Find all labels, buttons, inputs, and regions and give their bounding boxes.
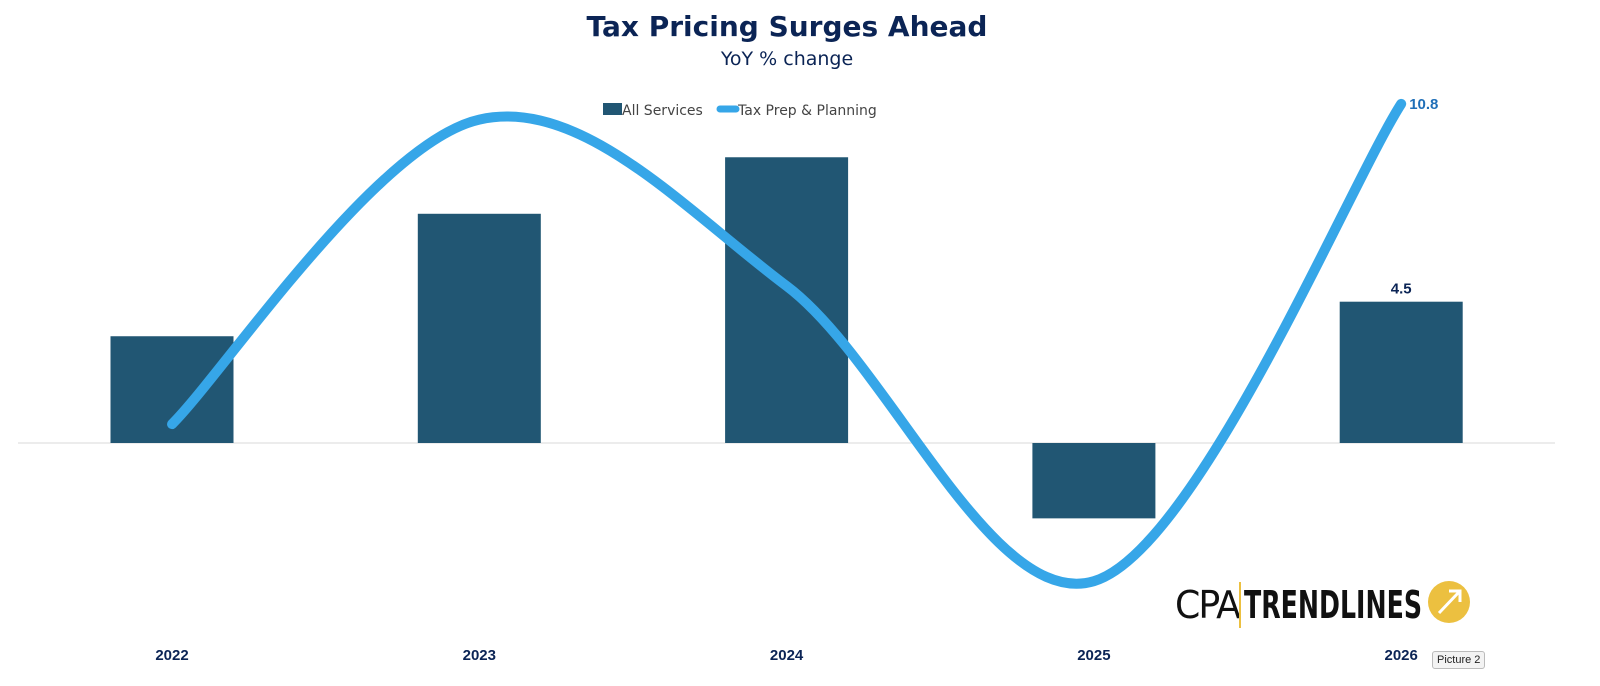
legend-label-tax-prep: Tax Prep & Planning <box>737 103 877 119</box>
tooltip: Picture 2 <box>1432 651 1486 669</box>
bar-2025 <box>1032 443 1156 519</box>
cpa-trendlines-logo: CPA TRENDLINES <box>1175 581 1470 628</box>
svg-text:TRENDLINES: TRENDLINES <box>1244 583 1422 627</box>
data-label-line-2026: 10.8 <box>1409 96 1438 113</box>
chart-subtitle: YoY % change <box>720 48 853 70</box>
chart-title: Tax Pricing Surges Ahead <box>587 10 988 43</box>
line-tax-prep-planning <box>167 98 1407 589</box>
data-label-bar-2026: 4.5 <box>1391 281 1412 298</box>
legend-swatch-all-services <box>603 103 622 115</box>
legend: All Services Tax Prep & Planning <box>603 103 877 119</box>
x-tick-2024: 2024 <box>770 647 804 664</box>
bar-2023 <box>417 213 541 443</box>
svg-text:CPA: CPA <box>1175 583 1241 627</box>
x-tick-2023: 2023 <box>463 647 496 664</box>
x-tick-2025: 2025 <box>1077 647 1110 664</box>
legend-label-all-services: All Services <box>622 103 703 119</box>
bar-2026 <box>1339 301 1463 443</box>
x-tick-2026: 2026 <box>1385 647 1418 664</box>
x-tick-2022: 2022 <box>155 647 188 664</box>
bar-2024 <box>725 157 849 443</box>
